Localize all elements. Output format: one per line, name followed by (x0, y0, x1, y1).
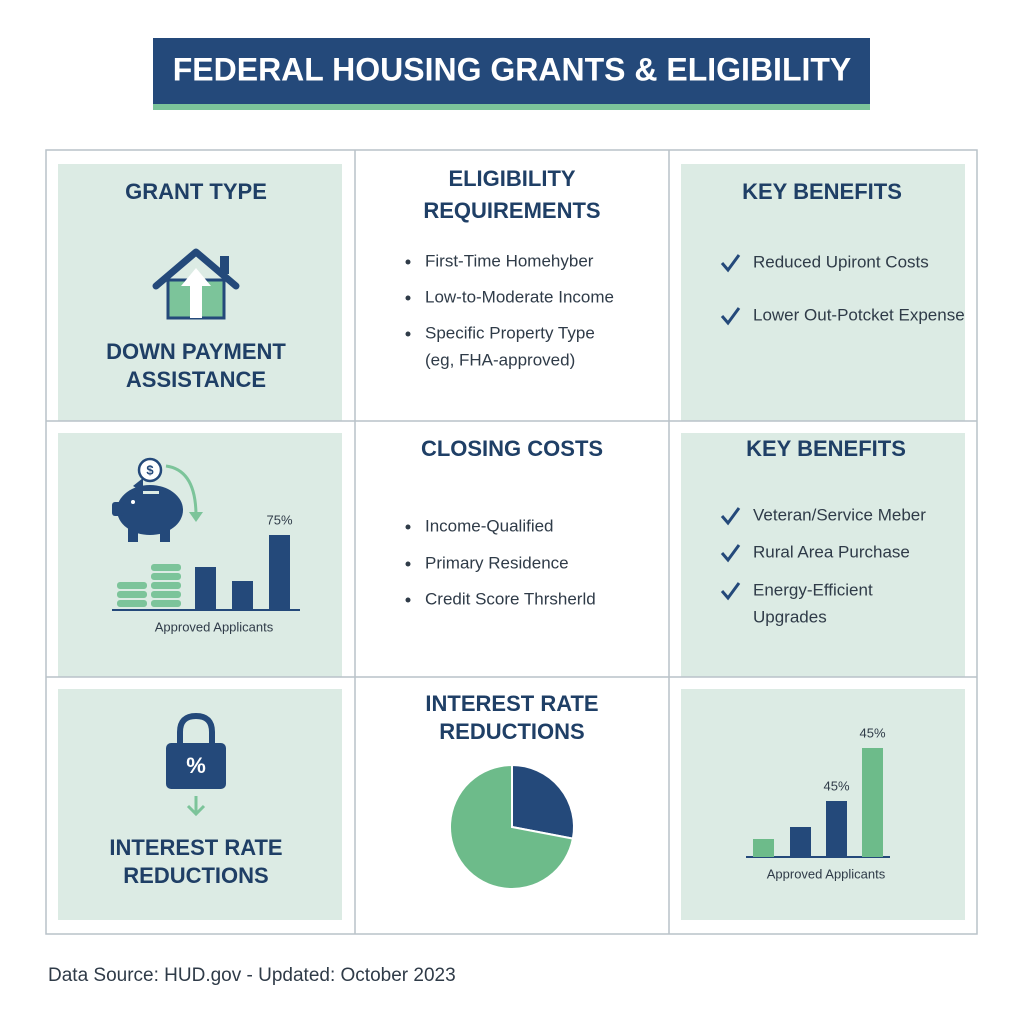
pie-slice (511, 763, 575, 840)
svg-text:$: $ (146, 462, 154, 477)
list-item: First-Time Homehyber (425, 251, 594, 270)
list-item: Lower Out-Potcket Expense (753, 305, 965, 324)
bar (269, 535, 290, 610)
bullet (405, 561, 411, 567)
bar (826, 801, 847, 857)
list-item: Reduced Upiront Costs (753, 252, 929, 271)
bar-label: 75% (266, 512, 292, 527)
cell-backgrounds (58, 164, 965, 920)
caption: INTEREST RATE (109, 835, 282, 860)
title-banner (153, 38, 870, 110)
cell-bg (681, 689, 965, 920)
check-mark (720, 254, 741, 273)
title: FEDERAL HOUSING GRANTS & ELIGIBILITY (173, 51, 852, 87)
piggy-bank-icon: $ (112, 457, 203, 542)
heading: INTEREST RATE (425, 691, 598, 716)
check-mark (720, 507, 741, 526)
svg-text:%: % (186, 753, 206, 778)
list-item: Veteran/Service Meber (753, 505, 926, 524)
title-stripe (153, 104, 870, 110)
caption: REDUCTIONS (123, 863, 268, 888)
caption: ASSISTANCE (126, 367, 266, 392)
list-item: Credit Score Thrsherld (425, 589, 596, 608)
bar (195, 567, 216, 610)
cell-bg (681, 164, 965, 421)
heading: GRANT TYPE (125, 179, 267, 204)
heading: CLOSING COSTS (421, 436, 603, 461)
caption: DOWN PAYMENT (106, 339, 286, 364)
list-item: Low-to-Moderate Income (425, 287, 614, 306)
list-item: Specific Property Type (425, 323, 595, 342)
heading: REQUIREMENTS (423, 198, 600, 223)
list-item: (eg, FHA-approved) (425, 350, 575, 369)
heading: KEY BENEFITS (742, 179, 902, 204)
cell-bg (58, 689, 342, 920)
grid (45, 149, 978, 935)
list-item: Energy-Efficient (753, 580, 873, 599)
bullet (405, 259, 411, 265)
bullet (405, 331, 411, 337)
check-mark (720, 544, 741, 563)
pie-slice (449, 763, 575, 890)
cell-bg (681, 433, 965, 677)
bar (232, 581, 253, 610)
heading: ELIGIBILITY (448, 166, 575, 191)
footer-source: Data Source: HUD.gov - Updated: October … (48, 965, 456, 986)
coins-icon (115, 562, 183, 609)
heading: KEY BENEFITS (746, 436, 906, 461)
grid-frame (45, 149, 978, 935)
lock-icon: % (166, 712, 226, 817)
list-item: Upgrades (753, 607, 827, 626)
bar (790, 827, 811, 857)
bar-label: 45% (823, 778, 849, 793)
list-item: Primary Residence (425, 553, 569, 572)
check-mark (720, 582, 741, 601)
chart-caption: Approved Applicants (767, 866, 886, 881)
bullet (405, 524, 411, 530)
bullet (405, 597, 411, 603)
bullet (405, 295, 411, 301)
list-item: Income-Qualified (425, 516, 554, 535)
list-item: Rural Area Purchase (753, 542, 910, 561)
bar-label: 45% (859, 725, 885, 740)
chart-caption: Approved Applicants (155, 619, 274, 634)
cell-bg (58, 433, 342, 677)
check-mark (720, 307, 741, 326)
heading: REDUCTIONS (439, 719, 584, 744)
bar (753, 839, 774, 857)
bar (862, 748, 883, 857)
house-icon (152, 248, 240, 320)
